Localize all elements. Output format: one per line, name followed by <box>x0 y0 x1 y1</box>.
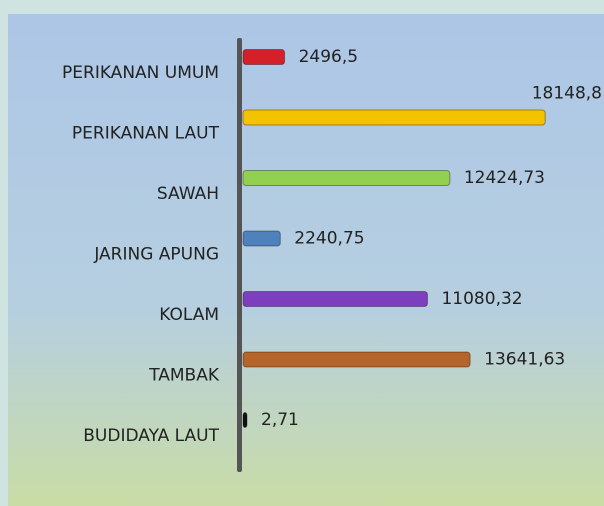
bar <box>242 412 248 428</box>
value-label: 12424,73 <box>464 168 545 188</box>
value-label: 18148,8 <box>532 84 602 104</box>
category-label: PERIKANAN UMUM <box>62 63 219 83</box>
bar <box>242 170 451 186</box>
value-label: 2496,5 <box>299 47 358 67</box>
bar <box>242 49 286 65</box>
category-label: PERIKANAN LAUT <box>72 124 220 144</box>
bar <box>242 230 281 247</box>
value-label: 2,71 <box>261 410 299 430</box>
value-label: 11080,32 <box>441 289 522 309</box>
bar <box>242 351 471 368</box>
bar <box>242 291 428 307</box>
category-label: KOLAM <box>159 305 219 325</box>
value-label: 2240,75 <box>294 229 364 249</box>
bar <box>242 109 546 126</box>
category-label: BUDIDAYA LAUT <box>83 426 219 446</box>
value-label: 13641,63 <box>484 350 565 370</box>
category-label: TAMBAK <box>148 366 220 386</box>
category-label: SAWAH <box>157 184 219 204</box>
axis-line <box>237 38 242 472</box>
plot-background <box>8 14 604 506</box>
category-label: JARING APUNG <box>93 245 219 265</box>
